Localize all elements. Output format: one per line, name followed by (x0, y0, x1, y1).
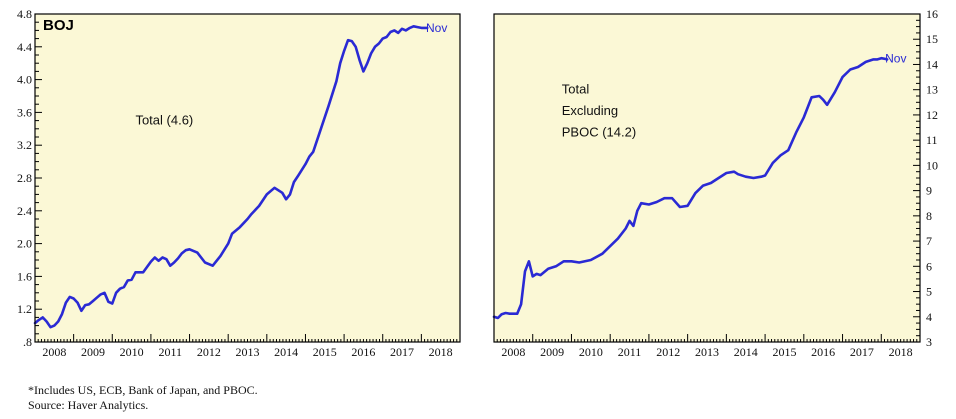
y-tick-label: 3 (926, 335, 932, 349)
plot-frame (493, 13, 921, 343)
y-tick-label: 3.6 (17, 105, 32, 119)
x-tick-label: 2016 (811, 345, 835, 359)
x-tick-label: 2011 (618, 345, 642, 359)
x-tick-label: 2009 (540, 345, 564, 359)
x-tick-label: 2013 (695, 345, 719, 359)
plot-area (35, 14, 460, 342)
x-tick-label: 2012 (656, 345, 680, 359)
y-tick-label: 4 (926, 310, 932, 324)
y-tick-label: 16 (926, 7, 938, 21)
x-tick-label: 2015 (772, 345, 796, 359)
y-tick-label: 2.0 (17, 237, 32, 251)
series-annotation: Total (562, 82, 590, 97)
y-tick-label: 13 (926, 83, 938, 97)
source-note: Source: Haver Analytics. (28, 398, 149, 412)
y-tick-label: 3.2 (17, 138, 32, 152)
x-tick-label: 2014 (274, 345, 298, 359)
series-annotation: Excluding (562, 103, 618, 118)
y-tick-label: 1.2 (17, 302, 32, 316)
y-tick-label: 4.8 (17, 7, 32, 21)
nov-label: Nov (426, 21, 447, 35)
y-tick-label: 10 (926, 158, 938, 172)
y-tick-label: 5 (926, 285, 932, 299)
y-tick-label: 4.4 (17, 40, 32, 54)
series-line (33, 24, 429, 329)
plot-frame (34, 13, 461, 343)
y-tick-label: 6 (926, 259, 932, 273)
y-tick-label: 11 (926, 133, 938, 147)
y-tick-label: 1.6 (17, 269, 32, 283)
y-tick-label: .8 (23, 335, 32, 349)
y-tick-label: 2.4 (17, 204, 32, 218)
y-tick-label: 4.0 (17, 73, 32, 87)
chart-title: BOJ (43, 17, 74, 34)
x-tick-label: 2018 (429, 345, 453, 359)
nov-label: Nov (885, 52, 906, 66)
x-tick-label: 2010 (579, 345, 603, 359)
footnote: *Includes US, ECB, Bank of Japan, and PB… (28, 383, 258, 397)
x-tick-label: 2017 (850, 345, 874, 359)
x-tick-label: 2009 (81, 345, 105, 359)
panel-boj: .8 1.2 1.6 2.0 2.4 2.8 3.2 3.6 4.0 4.4 4.8 2008 2009… (17, 7, 461, 359)
y-tick-label: 2.8 (17, 171, 32, 185)
x-tick-label: 2008 (42, 345, 66, 359)
y-tick-label: 9 (926, 184, 932, 198)
series-annotation: Total (4.6) (135, 113, 193, 128)
x-tick-label: 2011 (158, 345, 182, 359)
x-tick-label: 2012 (197, 345, 221, 359)
plot-area (494, 14, 920, 342)
panel-total-excluding-pboc: 3 4 5 6 7 8 9 10 11 12 13 14 15 16 2008 2009 2010 2011 201… (492, 7, 938, 359)
x-tick-label: 2017 (390, 345, 414, 359)
y-tick-label: 8 (926, 209, 932, 223)
y-tick-label: 7 (926, 234, 932, 248)
x-tick-label: 2018 (889, 345, 913, 359)
x-tick-label: 2008 (501, 345, 525, 359)
chart-figure: .8 1.2 1.6 2.0 2.4 2.8 3.2 3.6 4.0 4.4 4.8 2008 2009… (17, 7, 938, 359)
y-tick-label: 15 (926, 32, 938, 46)
series-line (492, 56, 889, 320)
y-tick-label: 12 (926, 108, 938, 122)
x-tick-label: 2015 (313, 345, 337, 359)
x-tick-label: 2010 (120, 345, 144, 359)
series-annotation: PBOC (14.2) (562, 125, 636, 140)
y-tick-label: 14 (926, 57, 938, 71)
x-tick-label: 2014 (734, 345, 758, 359)
x-tick-label: 2013 (236, 345, 260, 359)
x-tick-label: 2016 (351, 345, 375, 359)
